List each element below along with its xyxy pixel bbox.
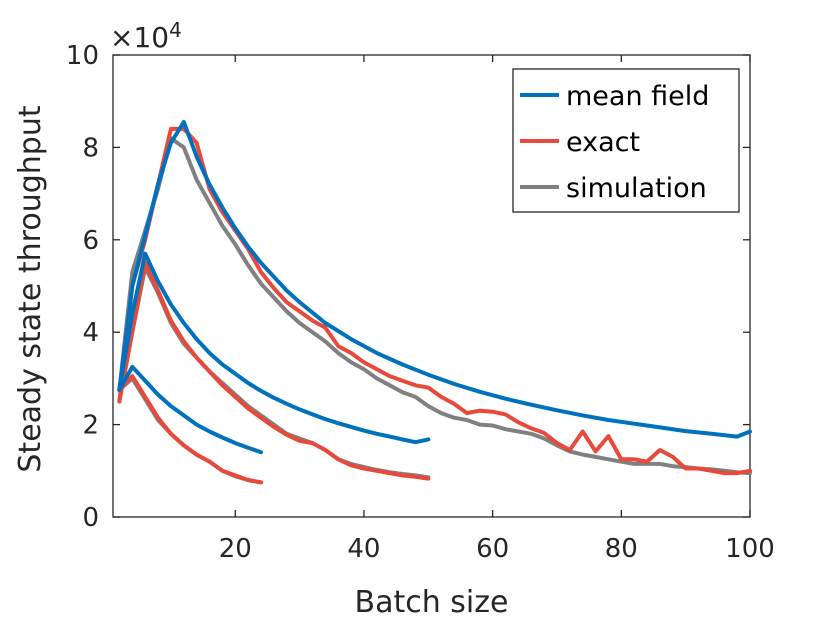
legend-label-exact: exact — [566, 127, 640, 158]
y-tick-label: 4 — [82, 318, 99, 348]
series-line-exact-group-3 — [117, 126, 752, 476]
series-line-exact-group-1 — [117, 374, 263, 485]
y-tick-label: 6 — [82, 226, 99, 256]
y-tick-label: 8 — [82, 133, 99, 163]
x-tick-label: 100 — [725, 534, 775, 564]
x-tick-label: 60 — [476, 534, 509, 564]
x-tick-label: 80 — [605, 534, 638, 564]
series-lines — [117, 120, 752, 485]
series-line-exact-group-2 — [117, 260, 431, 481]
x-tick-label: 40 — [347, 534, 380, 564]
series-line-mean-field-group-1 — [117, 364, 263, 455]
y-multiplier-exponent: 4 — [169, 18, 182, 42]
y-tick-label: 10 — [66, 41, 99, 71]
legend-label-simulation: simulation — [566, 173, 707, 204]
x-axis-label: Batch size — [355, 585, 509, 620]
series-line-mean-field-group-2 — [117, 251, 431, 445]
legend: mean field exact simulation — [512, 68, 740, 213]
y-multiplier: ×104 — [110, 18, 182, 54]
svg-text:×104: ×104 — [110, 18, 182, 54]
series-line-mean-field-group-3 — [117, 120, 752, 439]
y-tick-label: 0 — [82, 503, 99, 533]
legend-label-mean-field: mean field — [566, 81, 709, 112]
y-tick-label: 2 — [82, 411, 99, 441]
y-axis-label: Steady state throughput — [13, 105, 48, 472]
axis-ticks: 20 40 60 80 100 0 2 4 6 8 10 — [66, 41, 775, 564]
x-tick-label: 20 — [219, 534, 252, 564]
y-multiplier-base: ×10 — [110, 21, 169, 54]
series-line-simulation-group-3 — [117, 136, 752, 476]
